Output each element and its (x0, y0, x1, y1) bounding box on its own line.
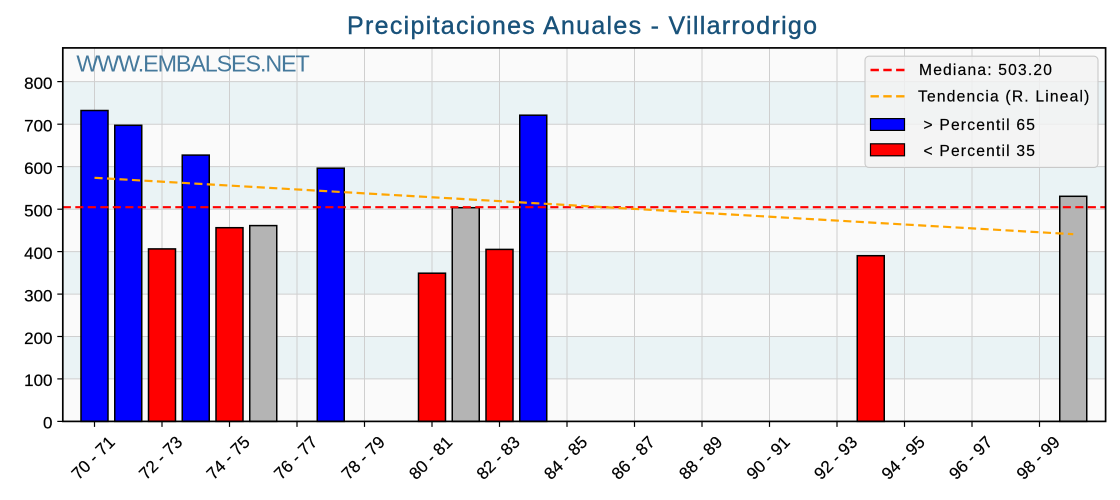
svg-text:500: 500 (24, 202, 52, 221)
svg-text:Tendencia (R. Lineal): Tendencia (R. Lineal) (918, 89, 1091, 106)
svg-text:> Percentil 65: > Percentil 65 (924, 117, 1037, 134)
svg-text:100: 100 (24, 371, 52, 390)
svg-text:0: 0 (43, 414, 52, 433)
svg-text:Precipitaciones Anuales - Vill: Precipitaciones Anuales - Villarrodrigo (347, 12, 818, 40)
svg-text:700: 700 (24, 117, 52, 136)
svg-text:400: 400 (24, 244, 52, 263)
svg-text:200: 200 (24, 329, 52, 348)
svg-text:600: 600 (24, 159, 52, 178)
svg-text:800: 800 (24, 74, 52, 93)
svg-text:WWW.EMBALSES.NET: WWW.EMBALSES.NET (76, 51, 309, 77)
svg-text:300: 300 (24, 286, 52, 305)
svg-text:< Percentil 35: < Percentil 35 (924, 143, 1037, 160)
svg-text:Mediana: 503.20: Mediana: 503.20 (919, 62, 1053, 79)
